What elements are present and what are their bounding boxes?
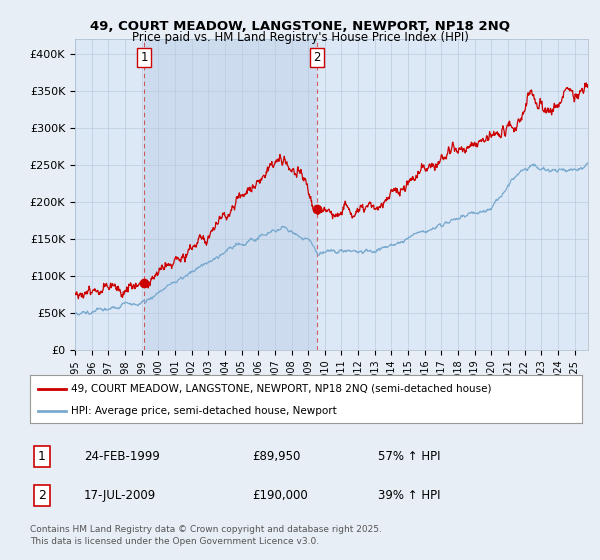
Text: 24-FEB-1999: 24-FEB-1999 (84, 450, 160, 463)
Text: 1: 1 (38, 450, 46, 463)
Bar (144, 39, 317, 350)
Text: £190,000: £190,000 (252, 489, 308, 502)
Text: 39% ↑ HPI: 39% ↑ HPI (378, 489, 440, 502)
Text: 17-JUL-2009: 17-JUL-2009 (84, 489, 156, 502)
Text: HPI: Average price, semi-detached house, Newport: HPI: Average price, semi-detached house,… (71, 406, 337, 416)
Text: 49, COURT MEADOW, LANGSTONE, NEWPORT, NP18 2NQ (semi-detached house): 49, COURT MEADOW, LANGSTONE, NEWPORT, NP… (71, 384, 492, 394)
Text: 1: 1 (140, 51, 148, 64)
Text: 2: 2 (313, 51, 321, 64)
Text: 2: 2 (38, 489, 46, 502)
Text: £89,950: £89,950 (252, 450, 301, 463)
Text: 49, COURT MEADOW, LANGSTONE, NEWPORT, NP18 2NQ: 49, COURT MEADOW, LANGSTONE, NEWPORT, NP… (90, 20, 510, 32)
Text: 57% ↑ HPI: 57% ↑ HPI (378, 450, 440, 463)
Text: Price paid vs. HM Land Registry's House Price Index (HPI): Price paid vs. HM Land Registry's House … (131, 31, 469, 44)
Text: Contains HM Land Registry data © Crown copyright and database right 2025.
This d: Contains HM Land Registry data © Crown c… (30, 525, 382, 546)
